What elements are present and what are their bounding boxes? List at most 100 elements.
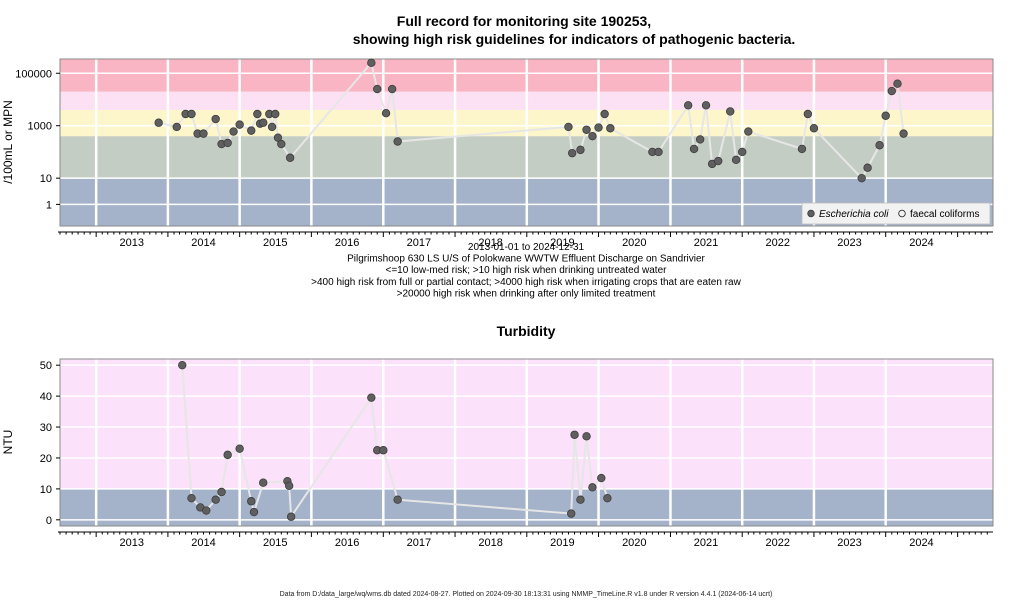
data-point xyxy=(857,173,866,183)
x-tick-label: 2013 xyxy=(119,537,143,549)
data-point xyxy=(247,126,256,135)
data-point xyxy=(223,138,232,148)
data-point xyxy=(567,148,577,158)
turbidity-plot: 50 40 30 20 10 0 2013 2014 2015 2016 2017 2018 2019 2… xyxy=(40,358,994,549)
plot-frame xyxy=(59,358,994,527)
data-point xyxy=(588,483,597,492)
y-tick-label: 40 xyxy=(40,391,52,403)
data-point xyxy=(284,481,294,490)
y-tick-label: 0 xyxy=(46,515,52,527)
x-tick-label: 2018 xyxy=(478,537,502,549)
data-point xyxy=(689,144,699,154)
legend-label-ecoli: Escherichia coli xyxy=(819,209,889,220)
x-tick-label: 2020 xyxy=(622,537,646,549)
top-ylabel: /100mL or MPN xyxy=(1,100,15,184)
data-point xyxy=(199,129,208,138)
data-point xyxy=(367,393,376,402)
data-point xyxy=(606,124,615,133)
data-point xyxy=(714,156,723,166)
y-tick-label: 50 xyxy=(40,360,52,372)
legend-marker-faecal xyxy=(898,209,906,218)
x-tick-label: 2015 xyxy=(263,537,287,549)
x-tick-label: 2016 xyxy=(335,237,359,249)
legend-marker-ecoli xyxy=(807,209,815,218)
legend: Escherichia coli faecal coliforms xyxy=(801,202,991,225)
data-point xyxy=(277,139,286,149)
data-point xyxy=(654,147,663,157)
chart-subtitle: showing high risk guidelines for indicat… xyxy=(353,31,796,47)
x-tick-label: 2016 xyxy=(335,537,359,549)
data-point xyxy=(178,360,187,370)
caption-line: 2013-01-01 to 2024-12-31 xyxy=(468,242,585,253)
data-point xyxy=(286,512,296,521)
data-point xyxy=(731,155,741,165)
x-tick-label: 2023 xyxy=(837,237,861,249)
x-tick-label: 2020 xyxy=(622,237,646,249)
caption-line: Pilgrimshoop 630 LS U/S of Polokwane WWT… xyxy=(347,254,705,265)
data-point xyxy=(594,123,603,132)
data-point xyxy=(249,507,259,517)
y-tick-label: 10 xyxy=(40,173,52,185)
x-tick-label: 2019 xyxy=(550,537,574,549)
data-point xyxy=(797,144,807,154)
data-point xyxy=(809,124,819,133)
x-tick-label: 2014 xyxy=(191,237,215,249)
x-tick-label: 2024 xyxy=(909,237,933,249)
caption-line: <=10 low-med risk; >10 high risk when dr… xyxy=(386,265,668,276)
data-point xyxy=(381,109,391,118)
data-point xyxy=(899,129,908,138)
data-point xyxy=(235,120,244,129)
y-tick-label: 1 xyxy=(46,199,52,211)
data-point xyxy=(701,101,711,110)
data-point xyxy=(211,114,220,124)
x-tick-label: 2017 xyxy=(407,537,431,549)
data-point xyxy=(247,497,256,506)
data-point xyxy=(211,495,220,504)
x-tick-label: 2015 xyxy=(263,237,287,249)
data-point xyxy=(570,430,579,439)
y-tick-label: 1000 xyxy=(28,121,52,133)
y-tick-label: 30 xyxy=(40,422,52,434)
data-point xyxy=(576,145,585,155)
data-point xyxy=(267,122,277,132)
data-point xyxy=(202,506,211,515)
data-point xyxy=(393,495,402,504)
bottom-ylabel: NTU xyxy=(1,430,15,455)
x-tick-label: 2022 xyxy=(766,537,790,549)
data-point xyxy=(564,122,573,132)
legend-label-faecal: faecal coliforms xyxy=(910,209,979,220)
data-point xyxy=(881,111,890,120)
data-point xyxy=(567,509,576,518)
caption-line: >400 high risk from full or partial cont… xyxy=(311,277,741,288)
data-point xyxy=(582,432,591,441)
x-tick-label: 2018 xyxy=(478,237,502,249)
chart-title: Full record for monitoring site 190253, xyxy=(397,13,651,29)
data-point xyxy=(588,131,597,141)
data-point xyxy=(154,118,163,127)
data-point xyxy=(379,446,388,455)
data-point xyxy=(863,163,872,172)
y-tick-label: 10 xyxy=(40,484,52,496)
x-tick-label: 2014 xyxy=(191,537,215,549)
data-point xyxy=(259,118,268,127)
footer-note: Data from D:/data_large/wq/wms.db dated … xyxy=(280,591,773,598)
x-tick-label: 2021 xyxy=(694,537,718,549)
plot-frame xyxy=(59,58,994,227)
data-point xyxy=(744,127,753,136)
data-point xyxy=(271,109,280,119)
legend-box xyxy=(801,202,991,225)
data-point xyxy=(695,135,705,144)
bacteria-plot: 100000 1000 10 1 2013 2014 2015 2016 2017 2018 201… xyxy=(15,58,994,249)
data-point xyxy=(273,133,283,142)
x-tick-label: 2024 xyxy=(909,537,933,549)
x-tick-label: 2017 xyxy=(407,237,431,249)
data-point xyxy=(393,137,402,146)
x-tick-label: 2019 xyxy=(550,237,574,249)
data-point xyxy=(229,127,238,136)
data-point xyxy=(172,122,181,132)
data-point xyxy=(875,141,884,150)
x-tick-label: 2021 xyxy=(694,237,718,249)
data-point xyxy=(235,444,244,453)
y-tick-label: 20 xyxy=(40,453,52,465)
